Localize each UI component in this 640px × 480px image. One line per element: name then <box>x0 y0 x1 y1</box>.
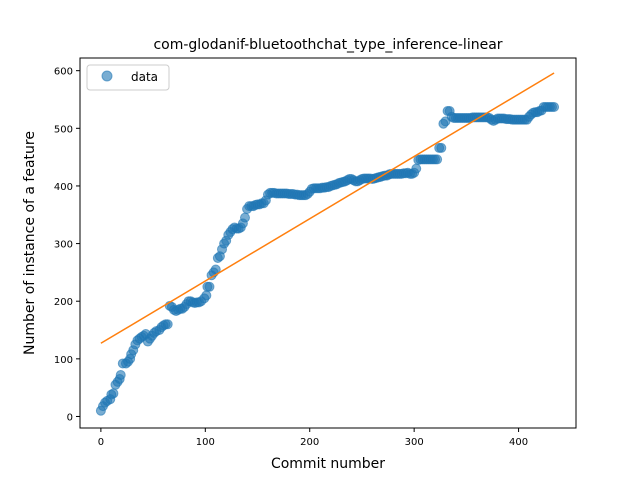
x-axis-label: Commit number <box>271 456 385 472</box>
data-point <box>436 142 447 153</box>
data-point <box>549 101 560 112</box>
data-point <box>115 369 126 380</box>
y-axis-ticks: 0 100 200 300 400 500 600 <box>54 67 80 423</box>
legend: data <box>86 64 170 91</box>
x-tick-label: 200 <box>300 437 319 448</box>
y-tick-label: 0 <box>67 412 73 423</box>
y-tick-label: 100 <box>54 355 73 366</box>
x-tick-label: 100 <box>196 437 215 448</box>
data-point <box>201 290 212 301</box>
y-tick-label: 500 <box>54 124 73 135</box>
y-tick-label: 600 <box>54 67 73 78</box>
legend-entry-data: data <box>131 70 158 84</box>
data-point <box>432 154 443 165</box>
legend-marker-data <box>101 70 113 82</box>
y-tick-label: 200 <box>54 297 73 308</box>
y-tick-label: 300 <box>54 240 73 251</box>
linear-fit-line <box>100 72 555 344</box>
x-tick-label: 300 <box>405 437 424 448</box>
data-point <box>204 281 215 292</box>
data-point <box>239 212 250 223</box>
data-point <box>411 163 422 174</box>
axes-frame <box>79 57 577 429</box>
chart-title: com-glodanif-bluetoothchat_type_inferenc… <box>153 37 502 53</box>
data-point <box>108 388 119 399</box>
x-tick-label: 400 <box>509 437 528 448</box>
plot-area <box>95 72 560 416</box>
x-tick-label: 0 <box>98 437 104 448</box>
y-tick-label: 400 <box>54 182 73 193</box>
data-point <box>162 319 173 330</box>
y-axis-label: Number of instance of a feature <box>22 131 38 355</box>
x-axis-ticks: 0 100 200 300 400 <box>98 428 528 448</box>
